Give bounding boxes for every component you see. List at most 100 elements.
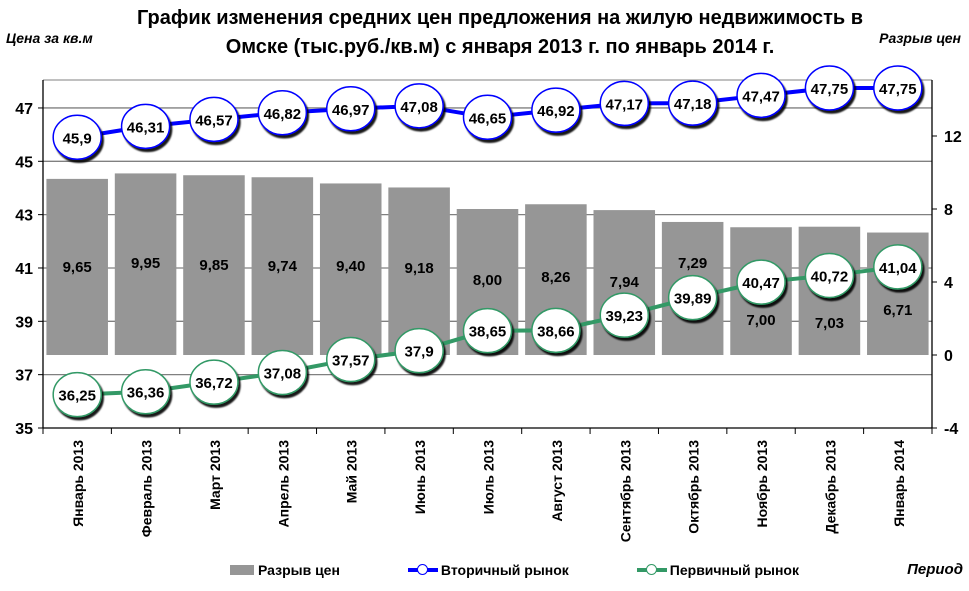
svg-text:46,82: 46,82 — [264, 106, 302, 123]
bar-price-gap — [388, 187, 450, 355]
right-tick-label: 12 — [944, 129, 962, 146]
primary-market-point: 40,72 — [804, 252, 855, 299]
right-tick-label: -4 — [944, 421, 958, 438]
primary-market-point: 38,66 — [531, 307, 581, 354]
x-category-label: Август 2013 — [549, 440, 565, 522]
x-axis-label: Период — [907, 561, 963, 578]
bar-value-label: 9,40 — [336, 258, 365, 275]
x-category-label: Март 2013 — [207, 440, 223, 510]
svg-text:37,9: 37,9 — [405, 344, 434, 361]
bar-price-gap — [114, 173, 177, 355]
primary-market-point: 39,89 — [667, 274, 718, 321]
svg-text:36,25: 36,25 — [58, 388, 96, 405]
left-tick-label: 41 — [15, 261, 33, 278]
secondary-market-point: 46,65 — [462, 94, 513, 141]
bar-value-label: 9,85 — [199, 257, 228, 274]
svg-text:46,57: 46,57 — [195, 112, 233, 129]
chart-legend: Разрыв цен Вторичный рынок Первичный рын… — [230, 562, 867, 578]
legend-label: Вторичный рынок — [440, 562, 569, 578]
secondary-market-point: 46,97 — [325, 86, 376, 132]
svg-text:38,66: 38,66 — [537, 323, 575, 340]
x-category-label: Октябрь 2013 — [686, 440, 702, 534]
legend-item-secondary-market: Вторичный рынок — [407, 562, 569, 578]
x-category-label: Январь 2014 — [891, 440, 907, 527]
right-tick-label: 8 — [944, 202, 953, 219]
x-category-label: Январь 2013 — [70, 440, 86, 527]
bar-price-gap — [251, 177, 314, 355]
x-category-label: Сентябрь 2013 — [617, 440, 633, 542]
left-axis-label: Цена за кв.м — [6, 30, 93, 46]
svg-text:46,65: 46,65 — [469, 110, 507, 127]
secondary-market-point: 46,92 — [531, 87, 581, 133]
svg-text:40,47: 40,47 — [742, 275, 780, 292]
legend-item-price-gap: Разрыв цен — [230, 562, 340, 578]
chart-title-line1: График изменения средних цен предложения… — [136, 7, 864, 29]
svg-text:47,08: 47,08 — [400, 99, 438, 116]
primary-market-point: 36,36 — [120, 368, 171, 415]
bar-value-label: 8,26 — [541, 269, 570, 286]
x-category-label: Декабрь 2013 — [822, 440, 838, 534]
right-axis-label: Разрыв цен — [879, 30, 961, 46]
bar-value-label: 8,00 — [473, 272, 502, 289]
svg-text:47,17: 47,17 — [605, 96, 643, 113]
svg-text:36,72: 36,72 — [195, 375, 233, 392]
x-category-label: Июль 2013 — [481, 440, 497, 514]
bar-price-gap — [46, 178, 108, 355]
primary-market-point: 39,23 — [599, 292, 650, 338]
svg-text:36,36: 36,36 — [127, 385, 165, 402]
x-category-label: Июнь 2013 — [412, 440, 428, 514]
bar-value-label: 9,74 — [268, 258, 298, 275]
bar-value-label: 7,00 — [746, 312, 775, 329]
svg-text:47,75: 47,75 — [879, 81, 917, 98]
svg-text:47,75: 47,75 — [811, 81, 849, 98]
left-tick-label: 37 — [15, 368, 33, 385]
svg-text:41,04: 41,04 — [879, 260, 917, 277]
secondary-market-point: 47,08 — [394, 83, 444, 129]
svg-text:46,97: 46,97 — [332, 102, 370, 119]
secondary-market-point: 47,17 — [599, 80, 650, 127]
left-tick-label: 35 — [15, 421, 33, 438]
primary-market-point: 37,08 — [257, 349, 308, 396]
svg-text:40,72: 40,72 — [811, 268, 849, 285]
bar-price-gap — [183, 175, 245, 355]
legend-label: Разрыв цен — [258, 562, 340, 578]
secondary-market-point: 45,9 — [52, 114, 102, 161]
svg-text:45,9: 45,9 — [63, 130, 92, 147]
bar-value-label: 7,94 — [610, 274, 640, 291]
green-line-marker-icon — [636, 564, 667, 576]
bar-price-gap — [319, 183, 382, 355]
secondary-market-point: 47,47 — [736, 72, 786, 119]
primary-market-point: 37,57 — [325, 336, 376, 383]
secondary-market-point: 46,82 — [257, 90, 308, 136]
bar-value-label: 6,71 — [883, 302, 912, 319]
bar-value-label: 7,03 — [815, 315, 844, 332]
left-tick-label: 47 — [15, 101, 33, 118]
bar-value-label: 7,29 — [678, 255, 707, 272]
legend-item-primary-market: Первичный рынок — [636, 562, 799, 578]
svg-text:37,08: 37,08 — [264, 366, 302, 383]
svg-text:47,47: 47,47 — [742, 88, 780, 105]
x-category-label: Февраль 2013 — [139, 440, 155, 537]
bar-value-label: 9,95 — [131, 255, 160, 272]
secondary-market-point: 47,18 — [667, 80, 718, 126]
svg-text:47,18: 47,18 — [674, 96, 712, 113]
primary-market-point: 41,04 — [873, 244, 923, 290]
bar-value-label: 9,18 — [405, 260, 434, 277]
svg-text:39,89: 39,89 — [674, 291, 712, 308]
primary-market-point: 36,72 — [189, 359, 239, 405]
primary-market-point: 40,47 — [736, 259, 786, 305]
bar-swatch-icon — [230, 565, 254, 575]
legend-label: Первичный рынок — [669, 562, 799, 578]
svg-text:39,23: 39,23 — [605, 308, 643, 325]
left-tick-label: 43 — [15, 208, 33, 225]
bar-value-label: 9,65 — [63, 259, 92, 276]
primary-market-point: 36,25 — [52, 371, 102, 418]
secondary-market-point: 46,31 — [120, 103, 171, 150]
right-tick-label: 0 — [944, 348, 953, 365]
primary-market-point: 37,9 — [394, 327, 444, 374]
svg-text:37,57: 37,57 — [332, 352, 370, 369]
secondary-market-point: 47,75 — [804, 65, 855, 111]
blue-line-marker-icon — [407, 564, 438, 576]
left-tick-label: 45 — [15, 154, 33, 171]
x-category-label: Апрель 2013 — [275, 440, 291, 528]
